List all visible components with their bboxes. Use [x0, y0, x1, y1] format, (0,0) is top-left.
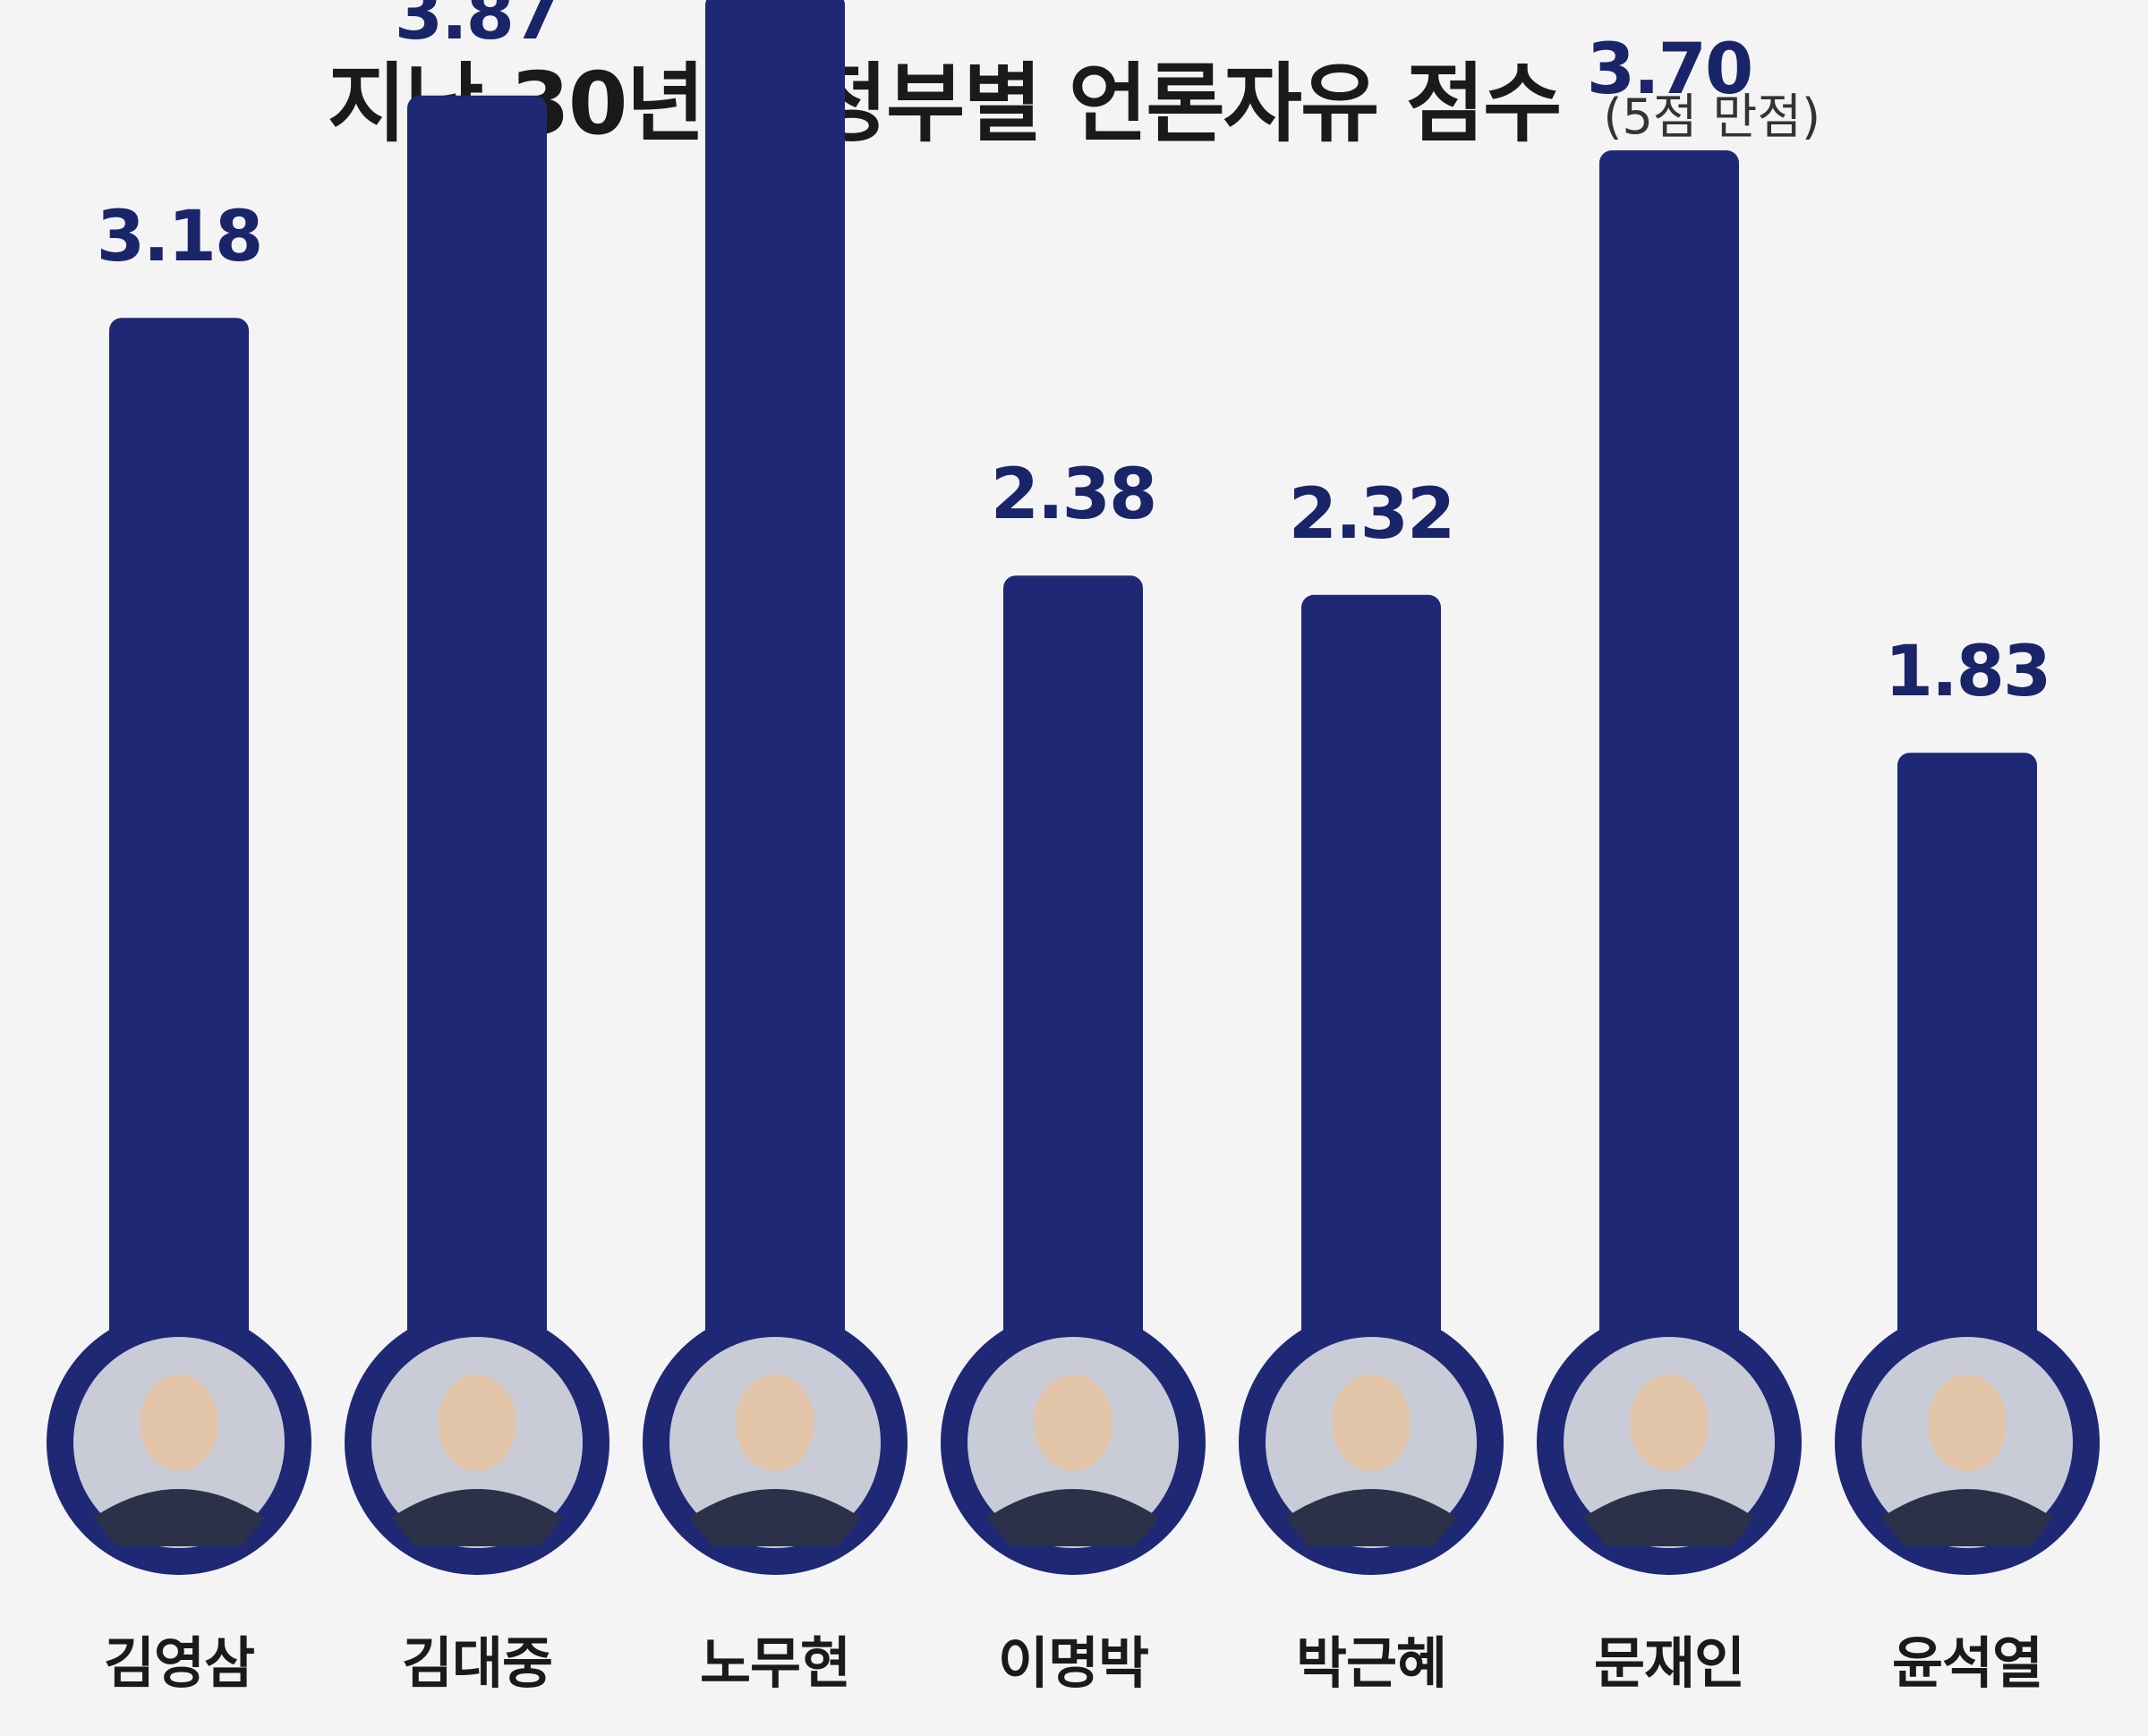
- bar: [407, 95, 547, 1442]
- bar: [1003, 575, 1143, 1442]
- portrait-avatar: [73, 1337, 285, 1548]
- value-label: 1.83: [1885, 632, 2050, 712]
- bar: [1301, 594, 1441, 1442]
- portrait-avatar: [669, 1337, 881, 1548]
- value-label: 3.18: [97, 197, 261, 277]
- bar: [1897, 753, 2037, 1442]
- portrait-avatar: [1564, 1337, 1775, 1548]
- category-label: 김영삼: [104, 1630, 254, 1696]
- portrait-avatar: [967, 1337, 1179, 1548]
- bar: [109, 318, 249, 1443]
- category-label: 문재인: [1594, 1630, 1744, 1696]
- bar: [1599, 150, 1739, 1442]
- category-label: 윤석열: [1892, 1630, 2042, 1696]
- bars-layer: 3.18김영삼3.87김대중4.19노무현2.38이명박2.32박근혜3.70문…: [47, 0, 2100, 1696]
- category-label: 박근혜: [1296, 1630, 1446, 1696]
- portrait-avatar: [371, 1337, 583, 1548]
- bar: [705, 0, 845, 1442]
- value-label: 3.87: [395, 0, 559, 55]
- value-label: 3.70: [1587, 30, 1752, 110]
- portrait-avatar: [1862, 1337, 2073, 1548]
- category-label: 이명박: [998, 1630, 1148, 1696]
- category-label: 김대중: [402, 1630, 552, 1696]
- portrait-avatar: [1266, 1337, 1477, 1548]
- value-label: 2.38: [991, 455, 1155, 535]
- value-label: 2.32: [1289, 474, 1453, 555]
- chart-subtitle: (5점 만점): [1603, 89, 1821, 145]
- category-label: 노무현: [700, 1630, 850, 1696]
